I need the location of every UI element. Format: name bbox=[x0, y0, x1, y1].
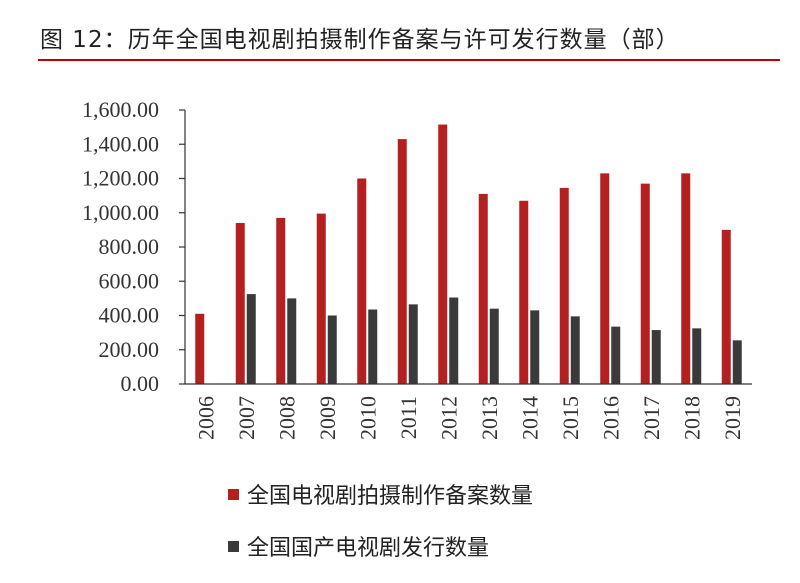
bar-series-1 bbox=[357, 178, 367, 384]
y-tick-label: 400.00 bbox=[99, 303, 160, 328]
bar-series-1 bbox=[438, 124, 448, 385]
y-axis: 0.00 200.00 400.00 600.00 800.00 1,000.00 1,20… bbox=[82, 97, 186, 396]
x-tick-label: 2008 bbox=[274, 396, 299, 440]
x-tick-label: 2017 bbox=[639, 396, 664, 440]
y-tick-label: 1,400.00 bbox=[82, 131, 159, 156]
x-tick-label: 2019 bbox=[720, 396, 745, 440]
bar-series-2 bbox=[651, 330, 661, 384]
bar-series-2 bbox=[611, 326, 621, 384]
legend-swatch-series-1 bbox=[228, 488, 239, 500]
bar-series-2 bbox=[287, 298, 297, 384]
x-axis: 2006 2007 2008 2009 2010 2011 2012 2013 2014 2015… bbox=[185, 383, 752, 440]
bar-series-1 bbox=[681, 173, 691, 384]
bar-series-1 bbox=[235, 223, 245, 384]
y-tick-label: 0.00 bbox=[121, 371, 160, 396]
legend-label-series-1: 全国电视剧拍摄制作备案数量 bbox=[247, 484, 534, 509]
bar-series-2 bbox=[246, 294, 256, 384]
x-tick-label: 2015 bbox=[558, 396, 583, 440]
bar-series-2 bbox=[449, 297, 459, 384]
x-tick-label: 2018 bbox=[679, 396, 704, 440]
bar-series-1 bbox=[478, 193, 488, 384]
x-tick-label: 2009 bbox=[315, 396, 340, 440]
bar-series-2 bbox=[530, 310, 540, 384]
bar-series-2 bbox=[692, 328, 702, 384]
x-tick-label: 2012 bbox=[436, 396, 461, 440]
bar-series-2 bbox=[732, 340, 742, 384]
title-rule bbox=[38, 59, 780, 61]
legend-item-series-1: 全国电视剧拍摄制作备案数量 bbox=[228, 478, 533, 510]
y-tick-label: 1,600.00 bbox=[82, 97, 159, 122]
bar-series-1 bbox=[519, 200, 529, 384]
bar-series-1 bbox=[276, 217, 286, 384]
y-tick-label: 1,200.00 bbox=[82, 166, 159, 191]
x-tick-label: 2010 bbox=[355, 396, 380, 440]
y-tick-label: 1,000.00 bbox=[82, 200, 159, 225]
y-tick-label: 600.00 bbox=[99, 268, 160, 293]
bar-series-2 bbox=[408, 304, 418, 384]
x-tick-label: 2006 bbox=[193, 396, 218, 440]
bar-series-1 bbox=[195, 313, 205, 384]
x-tick-label: 2013 bbox=[477, 396, 502, 440]
x-tick-label: 2014 bbox=[517, 396, 542, 440]
x-tick-label: 2007 bbox=[234, 396, 259, 440]
bar-series-1 bbox=[397, 139, 407, 384]
figure-title: 图 12：历年全国电视剧拍摄制作备案与许可发行数量（部） bbox=[40, 27, 680, 53]
bar-series-1 bbox=[640, 183, 650, 384]
legend-label-series-2: 全国国产电视剧发行数量 bbox=[247, 536, 490, 561]
legend-item-series-2: 全国国产电视剧发行数量 bbox=[228, 530, 489, 562]
y-tick-label: 200.00 bbox=[99, 337, 160, 362]
bar-series-1 bbox=[559, 187, 569, 384]
legend-swatch-series-2 bbox=[228, 540, 239, 552]
bar-series-1 bbox=[721, 229, 731, 384]
x-tick-label: 2016 bbox=[598, 396, 623, 440]
bar-series-1 bbox=[316, 213, 326, 384]
bar-series-2 bbox=[368, 309, 378, 384]
bar-series-2 bbox=[489, 308, 499, 384]
bars bbox=[195, 124, 742, 385]
x-tick-label: 2011 bbox=[396, 396, 421, 439]
bar-series-2 bbox=[327, 315, 337, 384]
bar-series-2 bbox=[570, 316, 580, 384]
y-tick-label: 800.00 bbox=[99, 234, 160, 259]
bar-series-1 bbox=[600, 173, 610, 384]
